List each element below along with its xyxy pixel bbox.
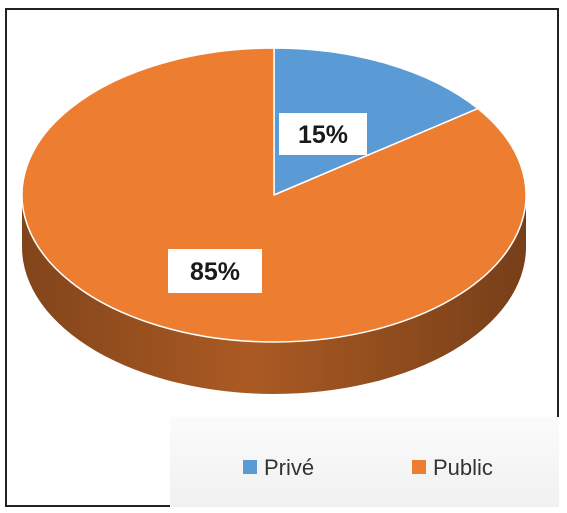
pie-slice-public (21, 47, 527, 343)
pie-slice-prive (273, 47, 479, 196)
legend-swatch-prive (243, 460, 257, 474)
legend-label-public: Public (433, 455, 493, 480)
data-label-text-prive: 15% (298, 121, 348, 149)
legend-swatch-public (412, 460, 426, 474)
pie-top (21, 47, 527, 343)
legend-item-public: Public (412, 455, 493, 480)
data-label-public: 85% (168, 249, 262, 293)
pie-side-public (22, 195, 526, 394)
pie-side (22, 195, 526, 394)
data-label-box-public (168, 249, 262, 293)
data-label-text-public: 85% (190, 258, 240, 286)
legend-label-prive: Privé (264, 455, 314, 480)
data-label-box-prive (279, 113, 367, 155)
legend-panel (170, 417, 559, 507)
data-label-prive: 15% (279, 113, 367, 155)
legend: Privé Public (243, 455, 493, 480)
legend-item-prive: Privé (243, 455, 314, 480)
